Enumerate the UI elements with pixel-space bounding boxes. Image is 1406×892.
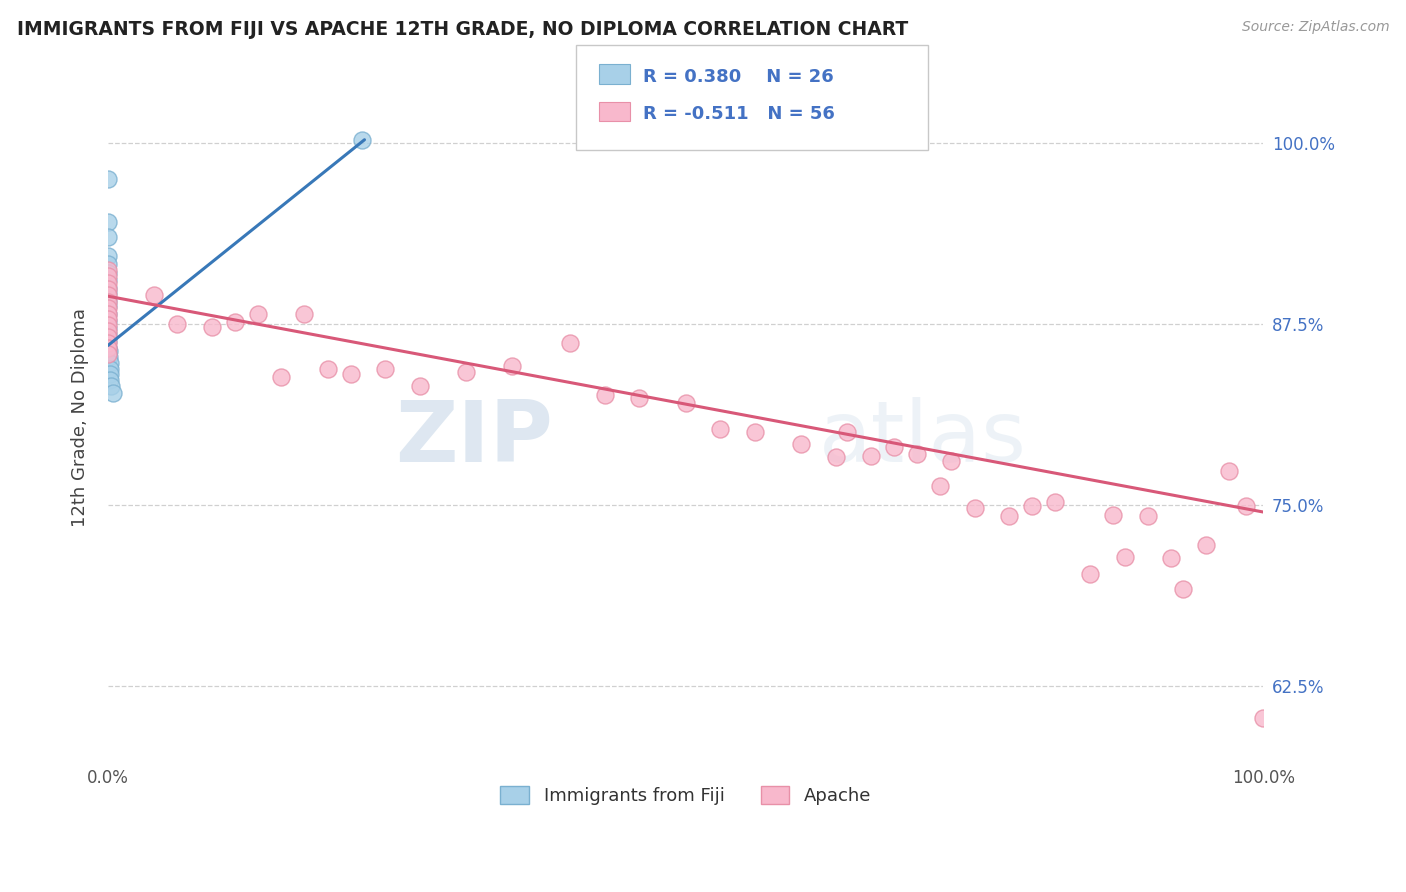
Point	[97, 276, 120, 290]
Point	[97, 268, 120, 283]
Text: atlas: atlas	[818, 397, 1026, 480]
Point	[1253, 711, 1275, 725]
Point	[97, 334, 120, 348]
Point	[97, 347, 120, 361]
Point	[1218, 465, 1240, 479]
Point	[928, 479, 950, 493]
Point	[201, 319, 224, 334]
Point	[224, 315, 246, 329]
Point	[98, 356, 121, 370]
Point	[628, 391, 651, 405]
Point	[97, 312, 120, 326]
Point	[1114, 549, 1136, 564]
Point	[1136, 509, 1159, 524]
Point	[97, 293, 120, 308]
Point	[98, 373, 121, 387]
Point	[166, 317, 188, 331]
Point	[97, 321, 120, 335]
Point	[339, 368, 361, 382]
Point	[97, 280, 120, 294]
Point	[97, 342, 120, 356]
Point	[675, 396, 697, 410]
Point	[98, 344, 121, 359]
Point	[1195, 538, 1218, 552]
Text: R = 0.380    N = 26: R = 0.380 N = 26	[643, 68, 834, 86]
Point	[905, 447, 928, 461]
Point	[825, 450, 848, 464]
Point	[456, 365, 478, 379]
Point	[1045, 495, 1067, 509]
Point	[593, 387, 616, 401]
Point	[744, 425, 766, 440]
Y-axis label: 12th Grade, No Diploma: 12th Grade, No Diploma	[72, 309, 89, 527]
Point	[97, 299, 120, 313]
Text: ZIP: ZIP	[395, 397, 553, 480]
Point	[97, 301, 120, 315]
Text: IMMIGRANTS FROM FIJI VS APACHE 12TH GRADE, NO DIPLOMA CORRELATION CHART: IMMIGRANTS FROM FIJI VS APACHE 12TH GRAD…	[17, 20, 908, 38]
Point	[790, 437, 813, 451]
Point	[560, 335, 582, 350]
Text: Source: ZipAtlas.com: Source: ZipAtlas.com	[1241, 20, 1389, 34]
Point	[1102, 508, 1125, 522]
Point	[501, 359, 523, 373]
Point	[1160, 551, 1182, 566]
Point	[247, 307, 270, 321]
Point	[941, 454, 963, 468]
Point	[859, 449, 882, 463]
Point	[98, 361, 121, 376]
Point	[97, 172, 120, 186]
Point	[97, 307, 120, 321]
Point	[352, 133, 374, 147]
Point	[97, 286, 120, 301]
Point	[97, 326, 120, 341]
Point	[97, 287, 120, 301]
Point	[837, 425, 859, 440]
Point	[97, 229, 120, 244]
Point	[270, 370, 292, 384]
Point	[1078, 567, 1101, 582]
Point	[374, 361, 396, 376]
Point	[97, 324, 120, 338]
Point	[963, 500, 986, 515]
Point	[1171, 582, 1194, 596]
Point	[97, 335, 120, 350]
Point	[97, 282, 120, 296]
Point	[97, 273, 120, 287]
Point	[294, 307, 316, 321]
Point	[97, 266, 120, 280]
Point	[97, 263, 120, 277]
Point	[998, 509, 1021, 524]
Point	[97, 342, 120, 356]
Point	[97, 314, 120, 328]
Point	[883, 440, 905, 454]
Point	[316, 361, 339, 376]
Point	[100, 379, 122, 393]
Text: R = -0.511   N = 56: R = -0.511 N = 56	[643, 105, 834, 123]
Point	[709, 422, 731, 436]
Point	[101, 386, 124, 401]
Point	[97, 249, 120, 263]
Point	[97, 215, 120, 229]
Point	[1021, 500, 1043, 514]
Point	[143, 287, 166, 301]
Point	[98, 368, 121, 382]
Point	[98, 350, 121, 364]
Point	[97, 295, 120, 310]
Point	[97, 318, 120, 333]
Point	[97, 330, 120, 344]
Point	[409, 379, 432, 393]
Point	[97, 257, 120, 271]
Legend: Immigrants from Fiji, Apache: Immigrants from Fiji, Apache	[491, 777, 880, 814]
Point	[1234, 500, 1257, 514]
Point	[97, 307, 120, 321]
